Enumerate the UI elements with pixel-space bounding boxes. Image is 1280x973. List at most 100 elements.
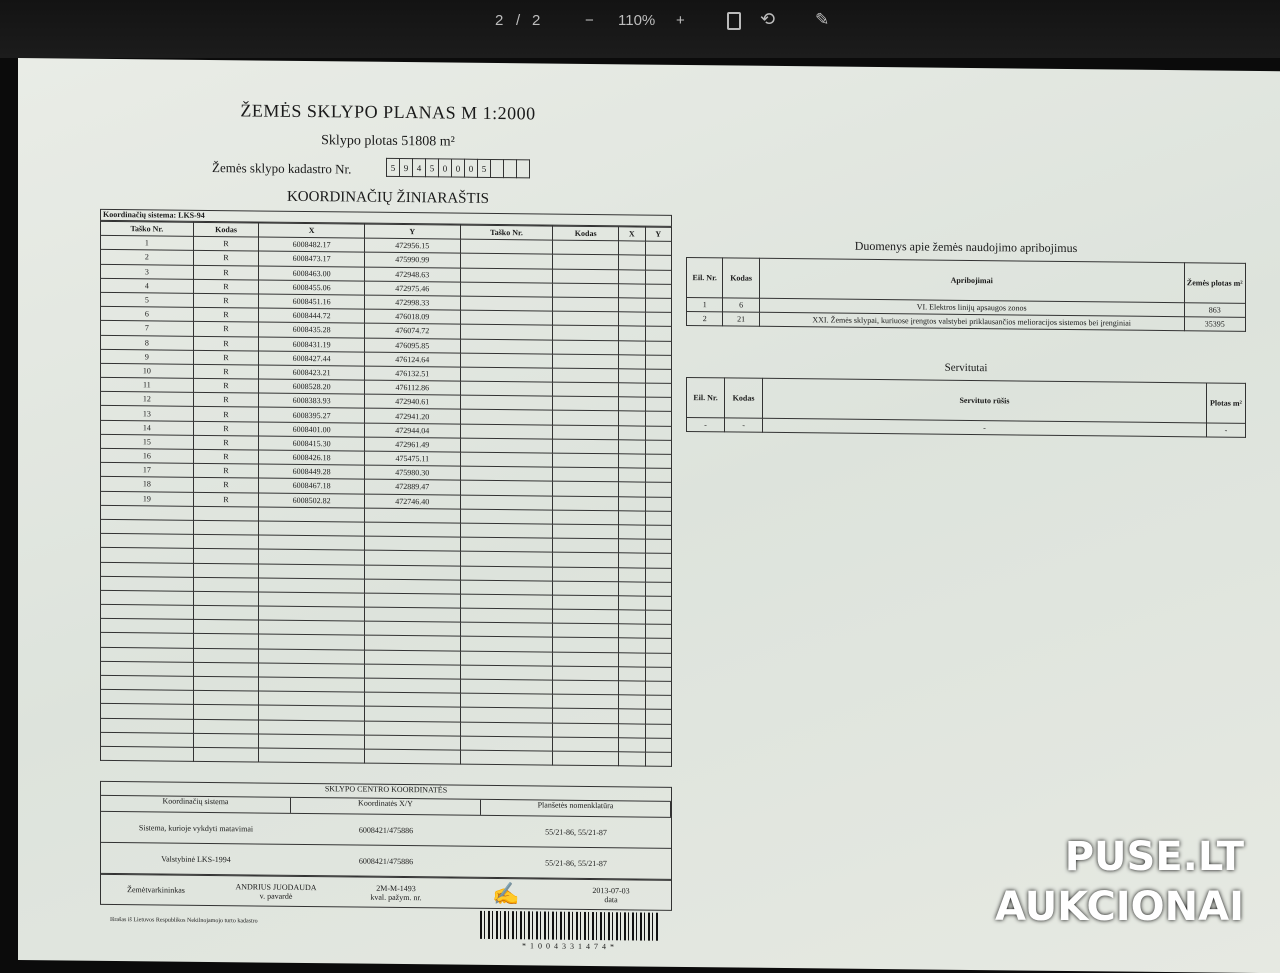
table-cell [258,606,365,622]
table-cell: 6008435.28 [258,322,365,338]
table-cell [193,704,259,720]
zoom-in-button[interactable]: + [676,12,685,29]
table-cell [100,717,194,734]
table-cell: 6008449.28 [258,464,365,480]
table-cell [460,494,553,510]
table-cell [618,368,646,384]
table-cell [258,733,365,750]
table-cell: 6008467.18 [258,478,365,494]
cadastre-digit [503,159,517,178]
table-cell [258,591,365,608]
servitudes-title: Servitutai [944,361,988,375]
table-cell: 472948.63 [364,266,461,282]
table-cell [460,579,553,595]
table-cell [100,618,194,634]
table-cell [460,367,553,383]
table-cell [193,548,259,564]
table-cell [552,254,619,270]
cadastre-label: Žemės sklypo kadastro Nr. [212,160,352,177]
table-cell [258,747,365,764]
table-cell [645,666,672,682]
table-cell [645,255,672,270]
table-cell [552,268,619,284]
table-cell [460,352,553,368]
page-current[interactable]: 2 [495,12,504,29]
table-cell [460,594,553,610]
table-cell [618,297,646,313]
coordinates-table: Taško Nr. Kodas X Y Taško Nr. Kodas X Y 1 R 600848… [100,221,672,767]
table-cell [552,297,619,312]
table-cell [618,524,646,540]
table-cell [460,381,553,397]
table-cell [258,577,365,594]
rotate-icon[interactable]: ⟲ [760,9,776,29]
table-cell [618,624,646,639]
table-cell: 472956.15 [364,238,461,254]
table-cell [364,720,461,736]
table-cell [258,691,365,707]
cadastre-digit [490,159,504,178]
table-cell [193,520,259,536]
table-cell [460,452,553,468]
table-cell [364,678,461,694]
table-cell [193,647,259,663]
table-cell [193,747,259,763]
table-cell [645,354,672,370]
table-cell: 14 [100,419,194,436]
table-cell [618,581,646,596]
table-cell: 3 [100,263,194,280]
table-cell [618,269,646,284]
table-cell: - [1206,422,1246,438]
table-cell: R [193,449,259,465]
zoom-level[interactable]: 110% [618,12,656,29]
table-cell [618,538,646,554]
table-cell [460,296,553,312]
table-cell [100,646,194,663]
center-cell: 55/21-86, 55/21-87 [545,858,607,868]
table-cell: R [193,378,259,394]
table-cell [645,411,672,426]
table-cell: R [193,435,259,451]
table-cell [645,397,672,412]
table-cell [552,438,619,454]
table-cell [460,750,553,766]
column-header: X [618,226,646,242]
table-cell [618,680,646,696]
table-cell [258,506,365,523]
table-cell [552,382,619,398]
fit-page-icon[interactable] [727,12,741,30]
table-cell [193,534,259,550]
table-cell [618,595,646,611]
table-cell: 472746.40 [364,493,461,509]
servitudes-header: Kodas [724,377,763,419]
table-cell: 5 [100,292,194,308]
table-cell [460,693,553,709]
table-cell [645,340,672,356]
table-cell [618,425,646,440]
table-cell [460,622,553,638]
table-cell [645,326,672,341]
table-cell: 6008528.20 [258,379,365,395]
table-cell [258,620,365,636]
table-cell: 476018.09 [364,309,461,325]
table-cell: R [193,335,259,351]
table-cell [460,664,553,681]
center-header: Planšetės nomenklatūra [481,799,671,817]
table-cell [618,694,646,710]
table-cell [618,496,646,511]
table-cell: 863 [1184,302,1246,318]
table-cell [100,561,194,578]
center-cell: Sistema, kurioje vykdyti matavimai [138,822,254,833]
cadastre-digit: 5 [386,158,400,177]
table-cell [100,703,194,719]
draw-icon[interactable]: ✎ [815,10,830,29]
restrictions-table: Eil. Nr. Kodas Apribojimai Žemės plotas m² 1… [686,257,1246,332]
table-cell [460,721,553,737]
table-cell [552,722,619,738]
table-cell [364,663,461,680]
table-cell: 6008482.17 [258,237,365,253]
table-cell [618,397,646,412]
table-cell [460,253,553,269]
table-cell: 1 [686,297,723,313]
zoom-out-button[interactable]: − [585,12,594,29]
